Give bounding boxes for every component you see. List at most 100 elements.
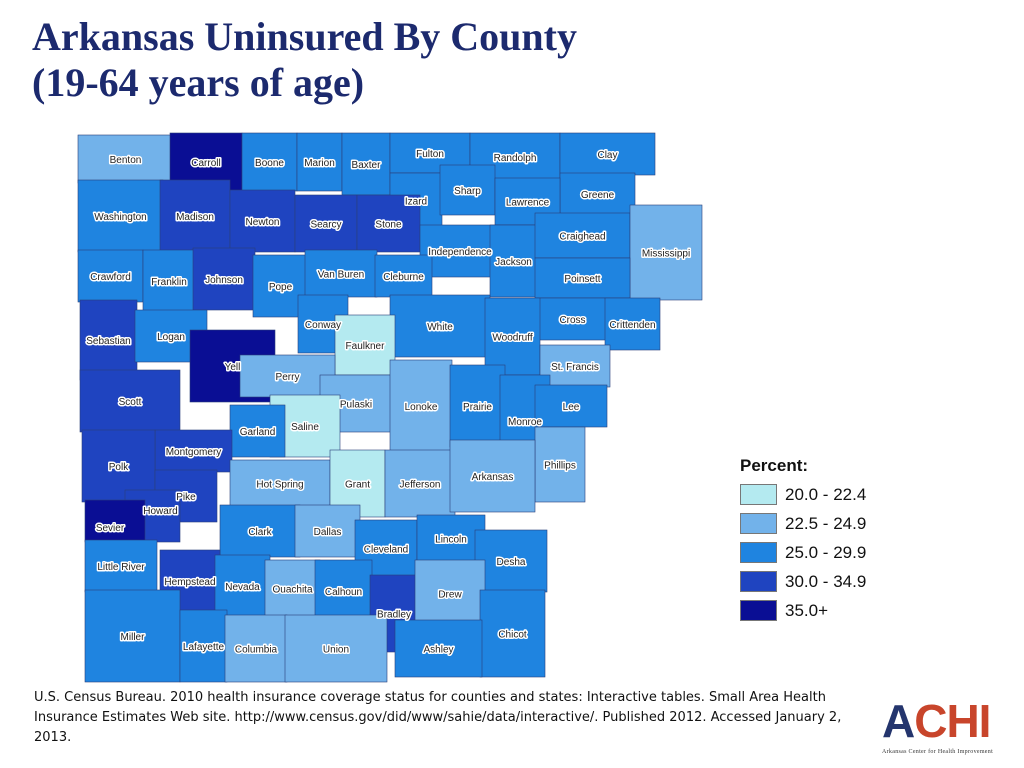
county-label-marion: Marion	[304, 158, 335, 169]
county-nevada	[214, 554, 271, 618]
county-label-pike: Pike	[176, 492, 196, 503]
county-desha	[474, 529, 548, 593]
county-label-ouachita: Ouachita	[272, 585, 312, 596]
county-label-hot-spring: Hot Spring	[256, 480, 303, 491]
county-franklin	[142, 249, 196, 313]
county-montgomery	[154, 429, 233, 473]
county-lee	[534, 384, 608, 428]
county-faulkner	[334, 314, 396, 376]
county-label-baxter: Baxter	[352, 160, 382, 171]
county-label-pulaski: Pulaski	[340, 400, 372, 411]
county-label-lincoln: Lincoln	[435, 535, 467, 546]
county-label-newton: Newton	[246, 217, 280, 228]
county-label-dallas: Dallas	[314, 527, 342, 538]
county-label-clay: Clay	[597, 150, 617, 161]
county-label-clark: Clark	[248, 527, 272, 538]
legend: Percent: 20.0 - 22.4 22.5 - 24.9 25.0 - 29…	[740, 456, 866, 625]
county-label-scott: Scott	[119, 397, 142, 408]
county-label-carroll: Carroll	[191, 158, 220, 169]
legend-swatch	[740, 513, 777, 534]
county-label-arkansas: Arkansas	[472, 472, 514, 483]
logo-subtitle: Arkansas Center for Health Improvement	[882, 749, 994, 755]
county-label-bradley: Bradley	[377, 610, 411, 621]
county-label-calhoun: Calhoun	[325, 587, 362, 598]
county-craighead	[534, 212, 631, 259]
county-label-union: Union	[323, 645, 349, 656]
county-label-pope: Pope	[269, 282, 293, 293]
county-label-johnson: Johnson	[205, 275, 243, 286]
county-label-izard: Izard	[405, 197, 427, 208]
county-label-stone: Stone	[375, 220, 402, 231]
legend-label: 20.0 - 22.4	[785, 484, 867, 504]
county-label-phillips: Phillips	[544, 461, 576, 472]
county-label-saline: Saline	[291, 422, 319, 433]
county-clay	[559, 132, 656, 176]
county-ashley	[394, 619, 483, 678]
county-label-st-francis: St. Francis	[551, 362, 599, 373]
county-woodruff	[484, 297, 541, 376]
county-label-van-buren: Van Buren	[318, 270, 365, 281]
county-st-francis	[539, 344, 611, 388]
county-white	[389, 294, 491, 358]
county-johnson	[192, 247, 256, 311]
county-label-drew: Drew	[438, 590, 462, 601]
county-garland	[229, 404, 286, 458]
county-label-perry: Perry	[276, 372, 300, 383]
county-label-madison: Madison	[176, 212, 214, 223]
county-label-chicot: Chicot	[498, 630, 527, 641]
legend-swatch	[740, 571, 777, 592]
county-calhoun	[314, 559, 373, 623]
county-label-lonoke: Lonoke	[405, 402, 438, 413]
county-label-cleveland: Cleveland	[364, 545, 408, 556]
county-label-boone: Boone	[255, 158, 284, 169]
county-label-conway: Conway	[305, 320, 341, 331]
county-label-jackson: Jackson	[495, 257, 532, 268]
county-label-cleburne: Cleburne	[383, 272, 424, 283]
county-label-franklin: Franklin	[151, 277, 187, 288]
county-label-yell: Yell	[225, 362, 241, 373]
logo-letters-chi: CHI	[914, 695, 991, 747]
county-label-washington: Washington	[94, 212, 146, 223]
county-label-nevada: Nevada	[225, 582, 260, 593]
county-label-hempstead: Hempstead	[164, 577, 215, 588]
legend-label: 30.0 - 34.9	[785, 571, 867, 591]
county-stone	[356, 194, 421, 253]
county-hot-spring	[229, 459, 331, 508]
county-label-ashley: Ashley	[423, 645, 453, 656]
county-label-miller: Miller	[121, 632, 146, 643]
county-marion	[296, 132, 343, 192]
county-label-benton: Benton	[110, 155, 142, 166]
county-label-grant: Grant	[345, 480, 370, 491]
county-label-columbia: Columbia	[235, 645, 278, 656]
county-label-sharp: Sharp	[454, 186, 481, 197]
county-lincoln	[416, 514, 486, 563]
county-baxter	[341, 132, 391, 196]
logo-letter-a: A	[882, 695, 915, 747]
county-crawford	[77, 249, 144, 303]
county-greene	[559, 172, 636, 216]
legend-swatch	[740, 542, 777, 563]
county-columbia	[224, 614, 288, 683]
county-lonoke	[389, 359, 453, 453]
county-scott	[79, 369, 181, 433]
county-washington	[77, 179, 164, 253]
county-label-polk: Polk	[109, 462, 129, 473]
legend-item: 20.0 - 22.4	[740, 480, 866, 509]
county-van-buren	[304, 249, 378, 298]
county-label-howard: Howard	[143, 506, 177, 517]
county-union	[284, 614, 388, 683]
county-label-woodruff: Woodruff	[492, 333, 532, 344]
county-prairie	[449, 364, 506, 448]
county-drew	[414, 559, 486, 628]
legend-item: 35.0+	[740, 596, 866, 625]
source-citation: U.S. Census Bureau. 2010 health insuranc…	[34, 690, 842, 745]
county-label-logan: Logan	[157, 332, 185, 343]
county-label-faulkner: Faulkner	[346, 341, 386, 352]
legend-swatch	[740, 484, 777, 505]
county-label-greene: Greene	[581, 190, 615, 201]
county-little-river	[84, 539, 158, 593]
county-label-little-river: Little River	[97, 562, 145, 573]
county-label-montgomery: Montgomery	[166, 447, 222, 458]
